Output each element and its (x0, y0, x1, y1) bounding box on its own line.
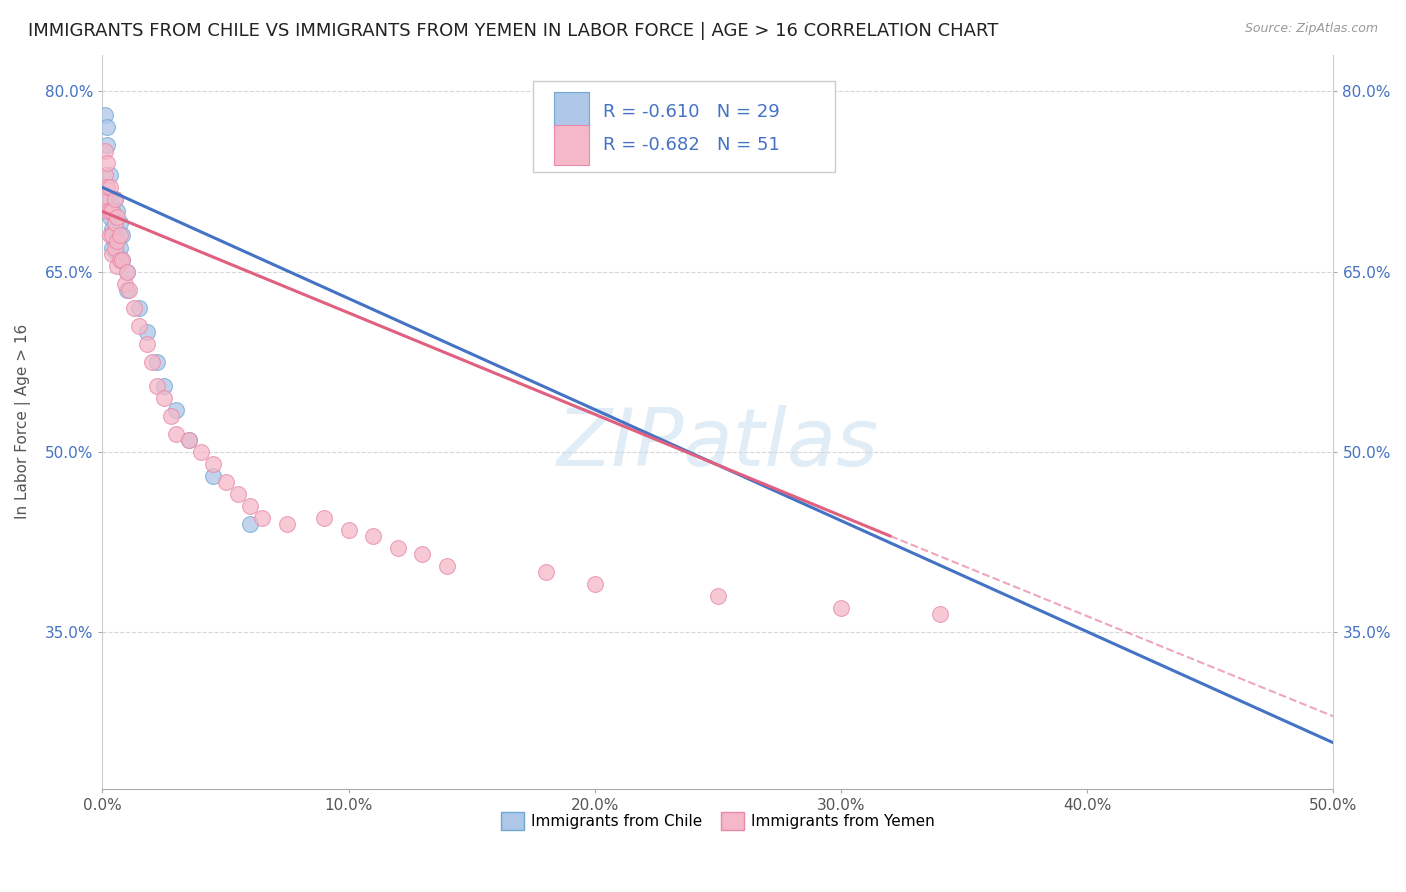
Point (96, 204, 118, 219)
Point (202, 457, 225, 471)
Point (115, 264, 138, 278)
Point (104, 235, 127, 249)
Point (202, 469, 225, 483)
Point (94, 193, 117, 207)
Point (145, 355, 167, 369)
Point (177, 433, 200, 447)
Point (115, 264, 138, 278)
Point (252, 511, 274, 525)
Point (124, 301, 146, 315)
Point (94, 108, 117, 122)
Point (98, 211, 121, 225)
Point (135, 325, 157, 339)
Point (96, 156, 118, 170)
Point (105, 259, 128, 273)
Point (830, 601, 852, 615)
Point (105, 246, 128, 260)
Text: ZIPatlas: ZIPatlas (557, 405, 879, 483)
Point (111, 252, 134, 267)
Point (226, 487, 249, 501)
Point (104, 217, 127, 231)
Point (361, 529, 384, 543)
Point (101, 204, 124, 219)
Point (114, 277, 136, 291)
Point (135, 336, 157, 351)
Point (104, 217, 127, 231)
Point (276, 516, 298, 531)
Point (98, 169, 121, 183)
FancyBboxPatch shape (533, 81, 835, 172)
Point (239, 499, 262, 513)
Point (165, 426, 187, 441)
Point (96, 120, 118, 135)
Point (387, 541, 409, 555)
Point (101, 204, 124, 219)
Point (153, 391, 176, 405)
Point (94, 169, 117, 183)
Point (111, 252, 134, 267)
Point (111, 228, 134, 243)
Point (101, 222, 124, 236)
Point (928, 607, 950, 622)
Point (96, 138, 118, 153)
Point (108, 228, 131, 243)
Point (94, 145, 117, 159)
Point (108, 217, 131, 231)
Point (128, 318, 150, 333)
Point (96, 180, 118, 194)
Point (214, 475, 236, 489)
Point (105, 228, 128, 243)
Text: IMMIGRANTS FROM CHILE VS IMMIGRANTS FROM YEMEN IN LABOR FORCE | AGE > 16 CORRELA: IMMIGRANTS FROM CHILE VS IMMIGRANTS FROM… (28, 22, 998, 40)
Point (534, 565, 557, 579)
Point (337, 523, 360, 537)
Point (101, 240, 124, 254)
Point (707, 589, 730, 603)
Point (411, 547, 433, 561)
Legend: Immigrants from Chile, Immigrants from Yemen: Immigrants from Chile, Immigrants from Y… (495, 806, 941, 836)
Point (104, 193, 127, 207)
Point (105, 235, 128, 249)
Point (98, 204, 121, 219)
Point (108, 252, 131, 267)
Point (108, 240, 131, 254)
Point (105, 204, 128, 219)
Point (115, 283, 138, 297)
Point (105, 211, 128, 225)
FancyBboxPatch shape (554, 92, 589, 133)
Point (583, 577, 606, 591)
Text: Source: ZipAtlas.com: Source: ZipAtlas.com (1244, 22, 1378, 36)
Point (101, 228, 124, 243)
Point (101, 246, 124, 260)
Point (98, 193, 121, 207)
Point (145, 378, 167, 392)
Y-axis label: In Labor Force | Age > 16: In Labor Force | Age > 16 (15, 324, 31, 519)
Point (153, 378, 176, 392)
Text: R = -0.682   N = 51: R = -0.682 N = 51 (603, 136, 780, 154)
Point (98, 180, 121, 194)
Point (128, 301, 150, 315)
Point (239, 516, 262, 531)
FancyBboxPatch shape (554, 125, 589, 165)
Point (104, 240, 127, 254)
Point (177, 433, 200, 447)
Point (160, 409, 183, 423)
Point (141, 355, 163, 369)
Point (98, 228, 121, 243)
Point (165, 402, 187, 417)
Point (190, 445, 212, 459)
Text: R = -0.610   N = 29: R = -0.610 N = 29 (603, 103, 780, 121)
Point (312, 511, 335, 525)
Point (118, 283, 141, 297)
Point (436, 559, 458, 574)
Point (104, 193, 127, 207)
